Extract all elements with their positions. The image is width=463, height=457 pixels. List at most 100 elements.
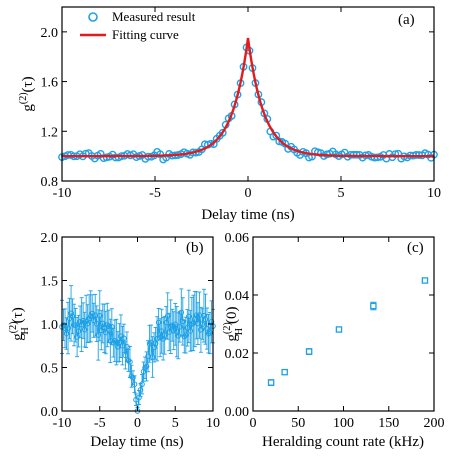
data-point (116, 339, 123, 346)
data-point (154, 335, 160, 342)
data-point (163, 319, 169, 326)
panel-a-ytick-label: 1.2 (41, 125, 59, 140)
data-point (172, 321, 179, 328)
data-point (198, 326, 204, 333)
panel-b-label: (b) (186, 240, 204, 256)
panel-a-ylabel: g(2)(τ) (18, 76, 36, 111)
data-point (95, 332, 102, 338)
data-point (142, 364, 148, 371)
data-point (127, 359, 133, 365)
data-point (267, 379, 275, 386)
panel-c-data (267, 277, 429, 386)
panel-a: -10 -5 0 5 10 0.8 1.2 1.6 2.0 (a) Delay time (ns… (18, 6, 441, 223)
data-point (130, 374, 136, 381)
panel-c-xtick-label: 150 (378, 416, 399, 431)
panel-b-ytick-label: 2.0 (41, 231, 59, 246)
panel-c-frame (252, 236, 435, 412)
panel-a-xtick-label: -10 (53, 186, 72, 201)
data-point (149, 354, 156, 360)
data-point (305, 348, 313, 355)
data-point (178, 309, 185, 316)
data-point (164, 313, 171, 319)
data-point (204, 325, 210, 332)
data-point (370, 302, 377, 310)
panel-a-xtick-label: 10 (427, 186, 441, 201)
data-point (176, 324, 183, 330)
data-point (158, 328, 165, 335)
data-point (139, 381, 145, 388)
data-point (104, 322, 111, 328)
data-point (128, 373, 135, 380)
panel-a-axes: -10 -5 0 5 10 0.8 1.2 1.6 2.0 (41, 7, 441, 201)
data-point (421, 277, 429, 284)
legend-label-measured: Measured result (112, 9, 196, 24)
data-point (169, 322, 176, 329)
panel-a-legend: Measured result Fitting curve (80, 9, 196, 42)
panel-c-axes: 0 50 100 150 200 0.00 0.02 0.04 0.06 (225, 231, 445, 431)
data-point (96, 312, 103, 319)
data-point (187, 328, 194, 334)
data-point (155, 319, 162, 326)
panel-b-ytick-label: 0.0 (41, 405, 59, 420)
panel-a-ytick-label: 2.0 (41, 26, 59, 41)
panel-c-xtick-label: 50 (291, 416, 305, 431)
panel-c-ytick-label: 0.06 (225, 231, 250, 246)
panel-b-xlabel: Delay time (ns) (90, 434, 183, 450)
panel-b-xtick-label: -10 (53, 416, 72, 431)
data-point (125, 357, 132, 364)
data-point (72, 322, 79, 328)
data-point (121, 335, 127, 342)
panel-c-ytick-label: 0.00 (225, 405, 250, 420)
data-point (65, 325, 71, 331)
panel-b-xtick-label: -5 (94, 416, 106, 431)
panel-b-xtick-label: 5 (172, 416, 179, 431)
data-point (68, 310, 74, 317)
data-point (143, 363, 150, 370)
panel-b-data (59, 285, 216, 414)
data-point (281, 368, 288, 376)
data-point (112, 338, 118, 344)
data-point (199, 321, 206, 327)
data-point (183, 332, 189, 338)
legend-label-fit: Fitting curve (112, 27, 179, 42)
panel-b-xtick-label: 0 (134, 416, 141, 431)
data-point (113, 339, 120, 345)
data-point (131, 381, 138, 388)
data-point (102, 329, 109, 336)
data-point (202, 316, 209, 322)
panel-a-xtick-label: -5 (149, 186, 161, 201)
panel-c-ytick-label: 0.02 (225, 347, 250, 362)
data-point (186, 313, 192, 320)
panel-a-xlabel: Delay time (ns) (201, 207, 294, 223)
panel-c-ytick-label: 0.04 (225, 289, 250, 304)
data-point (77, 318, 83, 325)
panel-c-ylabel: g(2)H(0) (222, 307, 245, 342)
panel-a-ytick-label: 0.8 (41, 175, 59, 190)
panel-b-ytick-label: 1.5 (41, 275, 59, 290)
panel-c: 0 50 100 150 200 0.00 0.02 0.04 0.06 (c) Heraldi… (222, 231, 445, 450)
data-point (170, 327, 177, 334)
data-point (81, 326, 88, 333)
data-point (84, 320, 91, 327)
data-point (74, 334, 80, 340)
fit-curve (62, 37, 434, 158)
legend-marker-measured (88, 12, 98, 22)
panel-a-ytick-label: 1.6 (41, 76, 59, 91)
data-point (137, 387, 144, 393)
panel-b-axes: -10 -5 0 5 10 0.0 0.5 1.0 1.5 2.0 (41, 231, 221, 431)
panel-c-label: (c) (407, 240, 424, 256)
data-point (109, 323, 115, 330)
panel-c-xtick-label: 0 (250, 416, 257, 431)
data-point (167, 323, 174, 330)
data-point (60, 322, 67, 328)
panel-b: -10 -5 0 5 10 0.0 0.5 1.0 1.5 2.0 (b) Delay time … (8, 231, 220, 450)
data-point (106, 323, 112, 330)
data-point (193, 312, 200, 319)
data-point (218, 128, 227, 137)
data-point (146, 340, 153, 347)
data-point (391, 150, 400, 159)
data-point (161, 332, 168, 339)
panel-b-ytick-label: 0.5 (41, 362, 59, 377)
data-point (157, 334, 163, 341)
data-point (62, 325, 68, 332)
